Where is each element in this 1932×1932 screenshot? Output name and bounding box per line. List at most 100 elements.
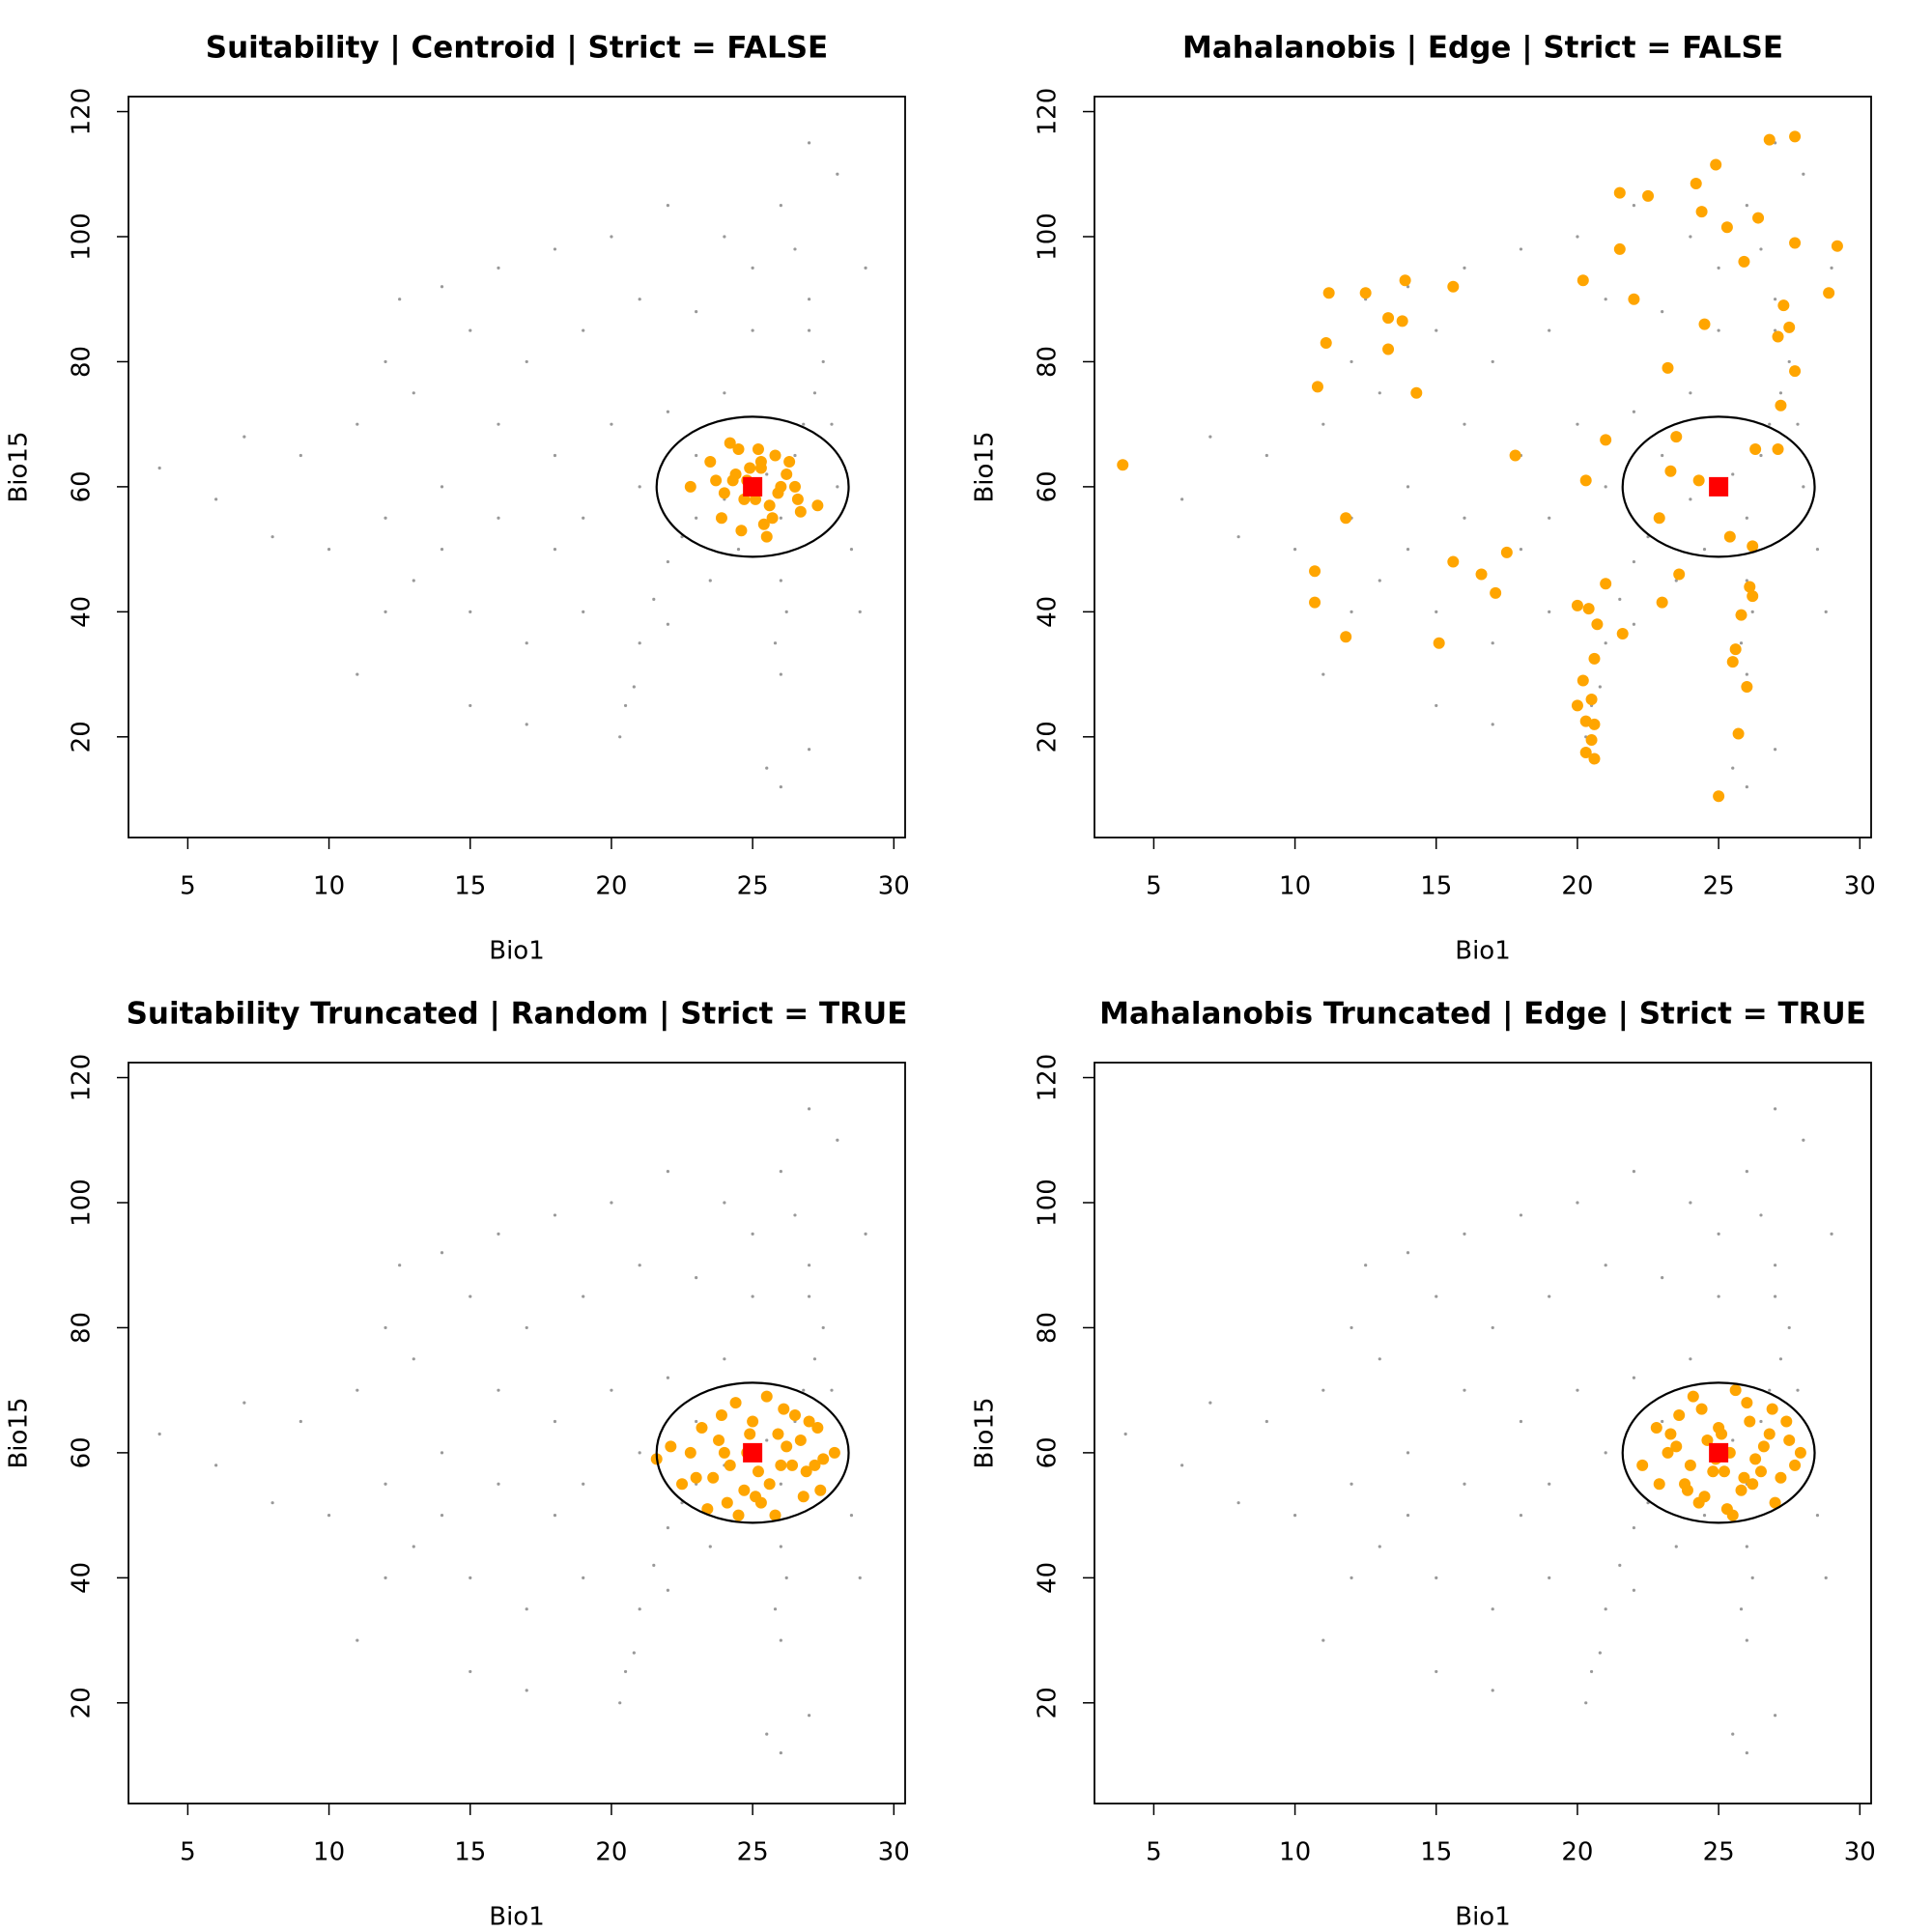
occurrence-point [1509, 449, 1521, 462]
background-point [623, 1669, 628, 1674]
background-point [1731, 766, 1735, 770]
occurrence-point [1322, 287, 1335, 299]
occurrence-point [1585, 693, 1598, 705]
background-point [751, 266, 754, 270]
background-point [497, 1482, 500, 1486]
background-point [1406, 548, 1410, 552]
x-tick-label: 15 [454, 872, 486, 901]
occurrence-point [828, 1446, 840, 1459]
occurrence-point [788, 480, 801, 493]
background-point [327, 1514, 331, 1518]
y-tick-label: 60 [68, 1436, 97, 1468]
x-tick-label: 25 [1703, 1838, 1735, 1867]
background-point [1491, 1607, 1494, 1611]
occurrence-point [1690, 177, 1702, 189]
occurrence-point [1741, 681, 1753, 694]
background-point [497, 516, 500, 520]
background-point [1321, 422, 1325, 426]
background-point [1378, 1545, 1381, 1548]
background-point [497, 1232, 500, 1236]
background-point [1661, 453, 1664, 458]
background-point [779, 672, 782, 676]
occurrence-point [1831, 240, 1843, 252]
background-point [1604, 1264, 1607, 1267]
y-tick-label: 20 [1034, 721, 1063, 753]
background-point [1350, 1482, 1353, 1486]
occurrence-point [1585, 734, 1598, 747]
background-point [1745, 784, 1748, 789]
background-point [1491, 1325, 1494, 1330]
y-tick-label: 100 [1034, 1179, 1063, 1227]
x-tick-label: 25 [737, 872, 769, 901]
background-point [1435, 610, 1438, 613]
background-point [666, 1376, 670, 1379]
background-point [398, 298, 402, 301]
occurrence-point [1744, 581, 1756, 593]
background-point [751, 1232, 754, 1236]
occurrence-point [1382, 343, 1395, 355]
background-point [1321, 1388, 1325, 1392]
background-point [1584, 1701, 1588, 1705]
background-point [1674, 1545, 1678, 1548]
background-point [723, 235, 726, 239]
x-tick-label: 5 [180, 1838, 196, 1867]
background-point [807, 1714, 811, 1718]
background-point [695, 453, 698, 458]
background-point [1778, 391, 1783, 395]
background-point [1406, 1514, 1410, 1518]
background-point [1739, 1607, 1744, 1611]
x-tick-label: 30 [1844, 872, 1876, 901]
background-point [1745, 204, 1748, 208]
background-point [1293, 548, 1297, 552]
background-point [1350, 610, 1353, 613]
plot-box [1094, 96, 1872, 838]
y-axis-label: Bio15 [5, 1397, 34, 1468]
background-point [652, 1563, 656, 1567]
y-tick-label: 80 [68, 1312, 97, 1344]
background-point [1702, 548, 1707, 552]
background-point [469, 703, 472, 708]
x-tick-label: 20 [595, 872, 627, 901]
background-point [553, 1514, 557, 1518]
occurrence-point [1588, 753, 1601, 765]
background-point [1745, 1750, 1748, 1755]
occurrence-point [1588, 718, 1601, 730]
background-point [1802, 172, 1805, 176]
background-point [1618, 1563, 1622, 1567]
occurrence-point [769, 1509, 781, 1521]
x-tick-label: 15 [454, 1838, 486, 1867]
occurrence-point [738, 1484, 751, 1496]
background-point [157, 1432, 161, 1436]
occurrence-point [1698, 318, 1711, 330]
background-point [695, 516, 698, 520]
background-point [793, 247, 797, 251]
x-axis-label: Bio1 [1455, 937, 1511, 966]
occurrence-point [760, 1390, 773, 1403]
background-point [1802, 1138, 1805, 1142]
background-point [1824, 1576, 1828, 1579]
background-point [765, 766, 769, 770]
background-point [830, 1388, 834, 1392]
background-point [610, 1201, 613, 1205]
occurrence-point [1577, 674, 1589, 687]
background-point [1519, 1514, 1523, 1518]
occurrence-point [1579, 746, 1592, 758]
background-point [652, 597, 656, 601]
background-point [812, 1357, 817, 1361]
occurrence-point [1763, 133, 1776, 146]
background-point [708, 579, 712, 582]
y-tick-label: 40 [1034, 596, 1063, 628]
background-point [1717, 266, 1720, 270]
occurrence-point [1783, 1434, 1796, 1446]
background-point [525, 641, 528, 645]
background-point [270, 1501, 274, 1505]
occurrence-point [1628, 293, 1640, 305]
background-point [1717, 1232, 1720, 1236]
background-point [1632, 204, 1636, 208]
y-tick-label: 40 [1034, 1562, 1063, 1594]
background-point [1236, 535, 1240, 539]
occurrence-point [1732, 727, 1745, 740]
background-point [1491, 723, 1494, 726]
occurrence-point [750, 1491, 762, 1503]
